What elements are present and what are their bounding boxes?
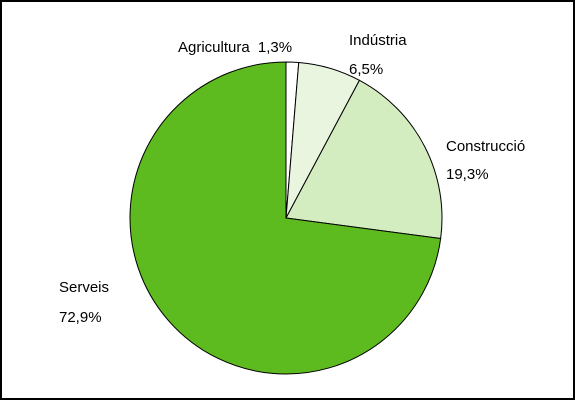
slice-label-construccio-value: 19,3% bbox=[446, 166, 489, 183]
slice-label-agricultura-name: Agricultura bbox=[178, 39, 250, 56]
slice-label-agricultura-value: 1,3% bbox=[258, 39, 292, 56]
pie-slice-construccio bbox=[285, 79, 443, 240]
slice-label-serveis-value: 72,9% bbox=[59, 309, 102, 326]
slice-label-agricultura: Agricultura 1,3% bbox=[178, 39, 292, 56]
pie-slices bbox=[129, 61, 443, 375]
slice-label-construccio-name: Construcció bbox=[446, 138, 525, 155]
slice-label-industria-value: 6,5% bbox=[349, 61, 383, 78]
slice-label-serveis-name: Serveis bbox=[59, 279, 109, 296]
pie-labels: Agricultura 1,3% Indústria 6,5% Construc… bbox=[59, 32, 525, 326]
slice-label-industria-name: Indústria bbox=[349, 32, 407, 49]
pie-slice-serveis bbox=[129, 61, 442, 375]
